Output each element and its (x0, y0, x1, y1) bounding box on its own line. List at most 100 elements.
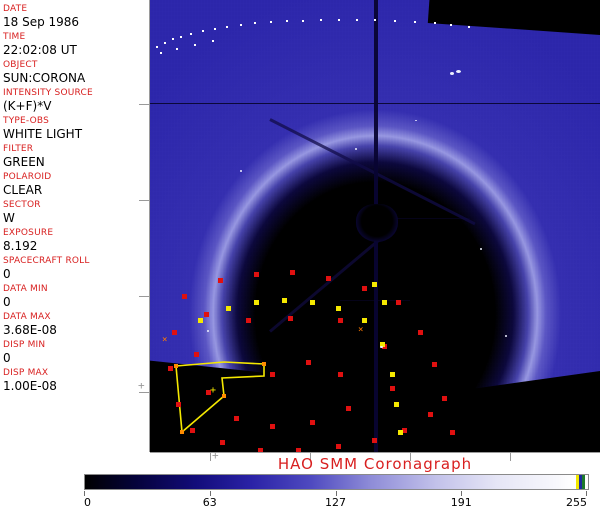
feature-marker-red (190, 428, 195, 433)
polygon-vertex (180, 430, 184, 434)
metadata-value: 1.00E-08 (3, 379, 57, 393)
star-point (207, 330, 209, 332)
metadata-field: FILTER GREEN (3, 144, 150, 169)
image-left-frame (149, 0, 150, 452)
colorbar-stripe (576, 475, 579, 489)
metadata-label: POLAROID (3, 172, 52, 182)
feature-marker-red (290, 270, 295, 275)
feature-marker-yellow (254, 300, 259, 305)
metadata-label: TYPE-OBS (3, 116, 50, 126)
edge-speckle (254, 22, 256, 24)
feature-marker-red (288, 316, 293, 321)
edge-speckle (240, 24, 242, 26)
feature-marker-yellow (380, 342, 385, 347)
axis-center-marker-left: + (138, 379, 145, 392)
metadata-field: TYPE-OBS WHITE LIGHT (3, 116, 150, 141)
feature-marker-red (450, 430, 455, 435)
feature-marker-red (220, 440, 225, 445)
axis-tick-left (139, 200, 149, 201)
colorbar-stripe (579, 475, 582, 489)
axis-center-marker-bottom: + (212, 449, 219, 462)
occulting-disk (365, 212, 389, 234)
colorbar-gradient (85, 475, 588, 489)
metadata-panel: DATE 18 Sep 1986 TIME 22:02:08 UT OBJECT SUN:… (0, 0, 150, 452)
feature-marker-red (396, 300, 401, 305)
metadata-field: DATE 18 Sep 1986 (3, 4, 150, 29)
colorbar-tick (461, 491, 463, 496)
edge-speckle (450, 24, 452, 26)
polygon-vertex (222, 394, 226, 398)
feature-marker-yellow (282, 298, 287, 303)
star-point (355, 148, 357, 150)
colorbar-label: 127 (325, 496, 346, 509)
edge-speckle (414, 21, 416, 23)
coronagraph-image: × × + (150, 0, 600, 452)
feature-marker-red (418, 330, 423, 335)
feature-marker-red (270, 372, 275, 377)
metadata-field: POLAROID CLEAR (3, 172, 150, 197)
edge-speckle (194, 44, 196, 46)
feature-marker-yellow (198, 318, 203, 323)
metadata-label: FILTER (3, 144, 34, 154)
feature-marker-red (402, 428, 407, 433)
star-point (415, 120, 417, 121)
edge-speckle (270, 21, 272, 23)
feature-marker-red (296, 448, 301, 452)
edge-speckle (160, 52, 162, 54)
metadata-value: 0 (3, 267, 11, 281)
feature-marker-red (326, 276, 331, 281)
feature-marker-red (442, 396, 447, 401)
feature-marker-red (254, 272, 259, 277)
metadata-label: DISP MIN (3, 340, 46, 350)
feature-marker-red (432, 362, 437, 367)
edge-speckle (302, 20, 304, 22)
colorbar-tick (84, 491, 85, 496)
edge-speckle (212, 40, 214, 42)
polygon-centroid-marker: + (210, 385, 217, 396)
metadata-field: OBJECT SUN:CORONA (3, 60, 150, 85)
metadata-field: SECTOR W (3, 200, 150, 225)
feature-marker-red (206, 390, 211, 395)
edge-speckle (190, 33, 192, 35)
polygon-vertex (262, 362, 266, 366)
feature-marker-red (338, 372, 343, 377)
colorbar-tick-marks (84, 491, 589, 497)
feature-marker-red (346, 406, 351, 411)
feature-marker-yellow (336, 306, 341, 311)
metadata-value: CLEAR (3, 183, 43, 197)
metadata-field: DISP MAX 1.00E-08 (3, 368, 150, 393)
edge-speckle (180, 36, 182, 38)
metadata-label: OBJECT (3, 60, 38, 70)
edge-speckle (156, 46, 158, 48)
feature-marker-yellow (398, 430, 403, 435)
feature-marker-red (204, 312, 209, 317)
edge-speckle (226, 26, 228, 28)
metadata-label: INTENSITY SOURCE (3, 88, 93, 98)
feature-marker-red (258, 448, 263, 452)
metadata-value: 18 Sep 1986 (3, 15, 80, 29)
metadata-value: 0 (3, 351, 11, 365)
metadata-value: (K+F)*V (3, 99, 52, 113)
instrument-title: HAO SMM Coronagraph (277, 455, 473, 473)
feature-marker-red (218, 278, 223, 283)
colorbar-label: 255 (566, 496, 587, 509)
metadata-value: 3.68E-08 (3, 323, 57, 337)
feature-marker-red (246, 318, 251, 323)
star-point (450, 72, 454, 75)
sky-background: × × + (150, 0, 600, 452)
horizontal-artifact-1 (380, 218, 470, 219)
edge-speckle (374, 19, 376, 21)
feature-marker-yellow (382, 300, 387, 305)
metadata-label: SPACECRAFT ROLL (3, 256, 90, 266)
feature-marker-red (234, 416, 239, 421)
feature-marker-red (336, 444, 341, 449)
metadata-value: SUN:CORONA (3, 71, 86, 85)
metadata-label: SECTOR (3, 200, 41, 210)
feature-marker-yellow (390, 372, 395, 377)
metadata-value: WHITE LIGHT (3, 127, 83, 141)
colorbar-tick (209, 491, 211, 496)
feature-marker-yellow (310, 300, 315, 305)
axis-tick-left (139, 104, 149, 105)
colorbar-label: 0 (84, 496, 91, 509)
metadata-field: DISP MIN 0 (3, 340, 150, 365)
